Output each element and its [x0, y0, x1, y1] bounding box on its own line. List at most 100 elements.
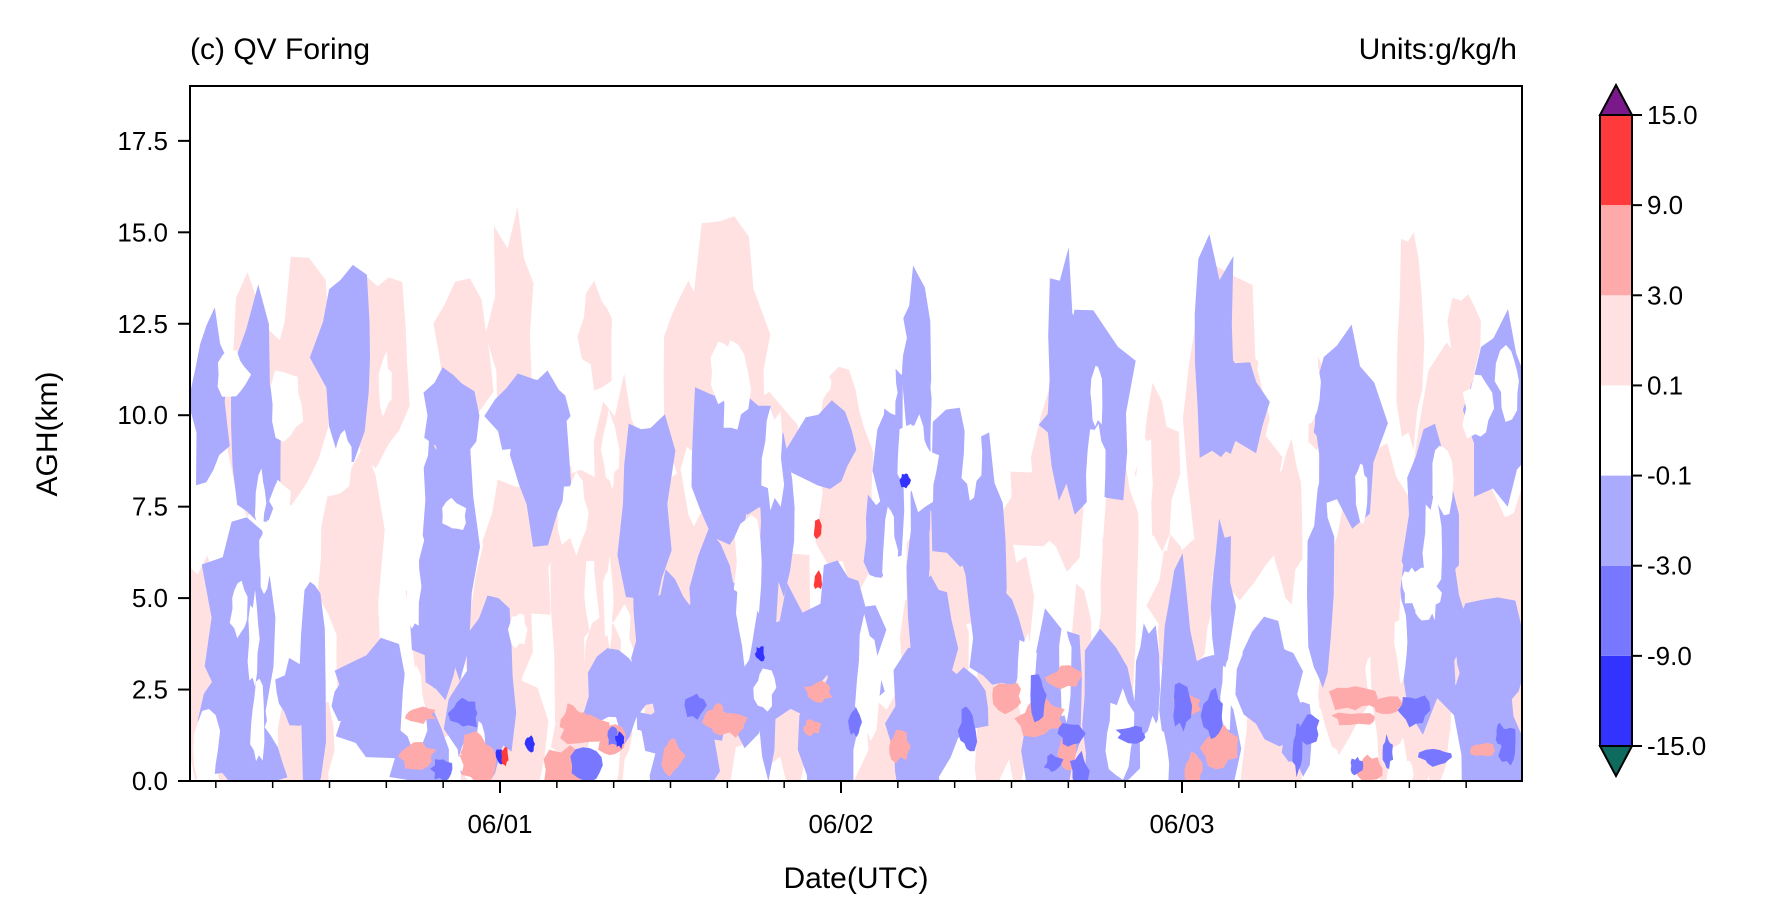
moderate-positive-region	[992, 683, 1022, 715]
moderate-negative-region	[1292, 723, 1303, 778]
neutral-region	[1135, 434, 1153, 542]
neutral-region	[600, 408, 620, 490]
weak-negative-region	[309, 264, 370, 463]
moderate-positive-region	[803, 719, 822, 737]
colorbar-tick-label: -15.0	[1647, 731, 1706, 761]
neutral-region	[904, 414, 929, 480]
moderate-positive-region	[1199, 725, 1238, 770]
strong-negative-core	[899, 473, 911, 489]
moderate-negative-region	[1350, 756, 1364, 776]
weak-negative-region	[786, 400, 857, 489]
moderate-negative-region	[1115, 725, 1146, 744]
colorbar-segment	[1600, 565, 1632, 656]
y-axis: 0.0 2.5 5.0 7.5 10.0 12.5 15.0 17.5	[117, 126, 190, 796]
moderate-negative-region	[1417, 748, 1452, 767]
moderate-positive-region	[1355, 754, 1383, 781]
neutral-region	[1090, 365, 1103, 427]
plot-area	[189, 85, 1523, 782]
neutral-region	[882, 506, 899, 595]
moderate-negative-region	[1070, 750, 1090, 781]
moderate-positive-region	[1184, 751, 1203, 781]
moderate-negative-region	[447, 697, 478, 728]
neutral-region	[1220, 659, 1232, 737]
colorbar-segment	[1600, 475, 1632, 566]
weak-negative-region	[231, 284, 281, 523]
strong-positive-core	[501, 746, 509, 767]
colorbar-segment	[1600, 295, 1632, 386]
moderate-positive-region	[1328, 686, 1378, 711]
neutral-region	[603, 555, 614, 651]
neutral-region	[1270, 311, 1291, 372]
weak-negative-region	[331, 654, 403, 722]
neutral-region	[761, 407, 785, 511]
y-axis-label: AGH(km)	[31, 372, 64, 497]
colorbar-over-arrow	[1598, 82, 1634, 116]
weak-negative-region	[509, 370, 572, 547]
neutral-region	[250, 678, 265, 762]
moderate-negative-region	[957, 706, 978, 752]
neutral-region	[1288, 286, 1302, 347]
neutral-region	[1139, 715, 1170, 781]
neutral-region	[855, 613, 882, 742]
x-tick-label: 06/02	[808, 809, 873, 839]
x-tick-label: 06/03	[1149, 809, 1214, 839]
weak-negative-region	[1197, 339, 1270, 458]
x-tick-label: 06/01	[467, 809, 532, 839]
weak-positive-region	[1222, 422, 1283, 601]
y-tick-label: 15.0	[117, 217, 168, 247]
weak-positive-region	[1396, 232, 1425, 450]
moderate-negative-region	[1498, 727, 1516, 766]
moderate-positive-region	[397, 742, 437, 770]
weak-negative-region	[667, 602, 726, 670]
colorbar-tick-label: 9.0	[1647, 190, 1683, 220]
weak-negative-region	[466, 595, 517, 752]
units-label: Units:g/kg/h	[1359, 33, 1517, 66]
colorbar-tick-label: 15.0	[1647, 100, 1698, 130]
moderate-positive-region	[560, 714, 610, 745]
neutral-region	[217, 350, 252, 397]
moderate-positive-region	[661, 738, 686, 777]
neutral-region	[879, 369, 898, 416]
neutral-region	[710, 341, 733, 405]
neutral-region	[972, 372, 987, 420]
moderate-positive-region	[404, 706, 437, 724]
y-tick-label: 10.0	[117, 400, 168, 430]
neutral-region	[270, 370, 304, 442]
moderate-positive-region	[1367, 696, 1404, 714]
neutral-region	[1305, 330, 1321, 424]
neutral-region	[442, 497, 467, 530]
neutral-region	[269, 479, 291, 524]
weak-negative-region	[797, 657, 863, 781]
neutral-region	[1401, 567, 1419, 604]
moderate-positive-region	[1044, 665, 1082, 690]
moderate-positive-region	[803, 680, 833, 704]
neutral-region	[1105, 688, 1135, 780]
weak-positive-region	[272, 256, 330, 506]
neutral-region	[1394, 757, 1414, 781]
y-tick-label: 17.5	[117, 126, 168, 156]
moderate-negative-region	[848, 707, 862, 738]
neutral-region	[406, 530, 422, 629]
weak-negative-region	[298, 581, 326, 781]
colorbar: -15.0 -9.0 -3.0 -0.1 0.1 3.0 9.0 15.0	[1598, 82, 1706, 779]
weak-negative-region	[872, 354, 905, 573]
moderate-negative-region	[1397, 695, 1431, 728]
weak-negative-region	[190, 307, 230, 486]
y-tick-label: 12.5	[117, 309, 168, 339]
moderate-negative-region	[570, 747, 603, 781]
neutral-region	[1462, 374, 1495, 439]
plot-frame	[189, 85, 1523, 782]
moderate-negative-region	[1299, 714, 1320, 745]
colorbar-frame	[1599, 114, 1633, 747]
moderate-negative-region	[1200, 687, 1223, 740]
neutral-region	[1086, 423, 1106, 526]
chart-title: (c) QV Foring	[190, 33, 370, 66]
neutral-region	[1494, 345, 1519, 422]
moderate-negative-region	[1173, 682, 1193, 732]
neutral-region	[811, 360, 832, 400]
colorbar-segment	[1600, 115, 1632, 206]
y-tick-label: 0.0	[132, 766, 168, 796]
colorbar-segment	[1600, 205, 1632, 296]
x-axis: 06/01 06/02 06/03	[215, 781, 1467, 839]
moderate-negative-region	[1043, 753, 1064, 772]
